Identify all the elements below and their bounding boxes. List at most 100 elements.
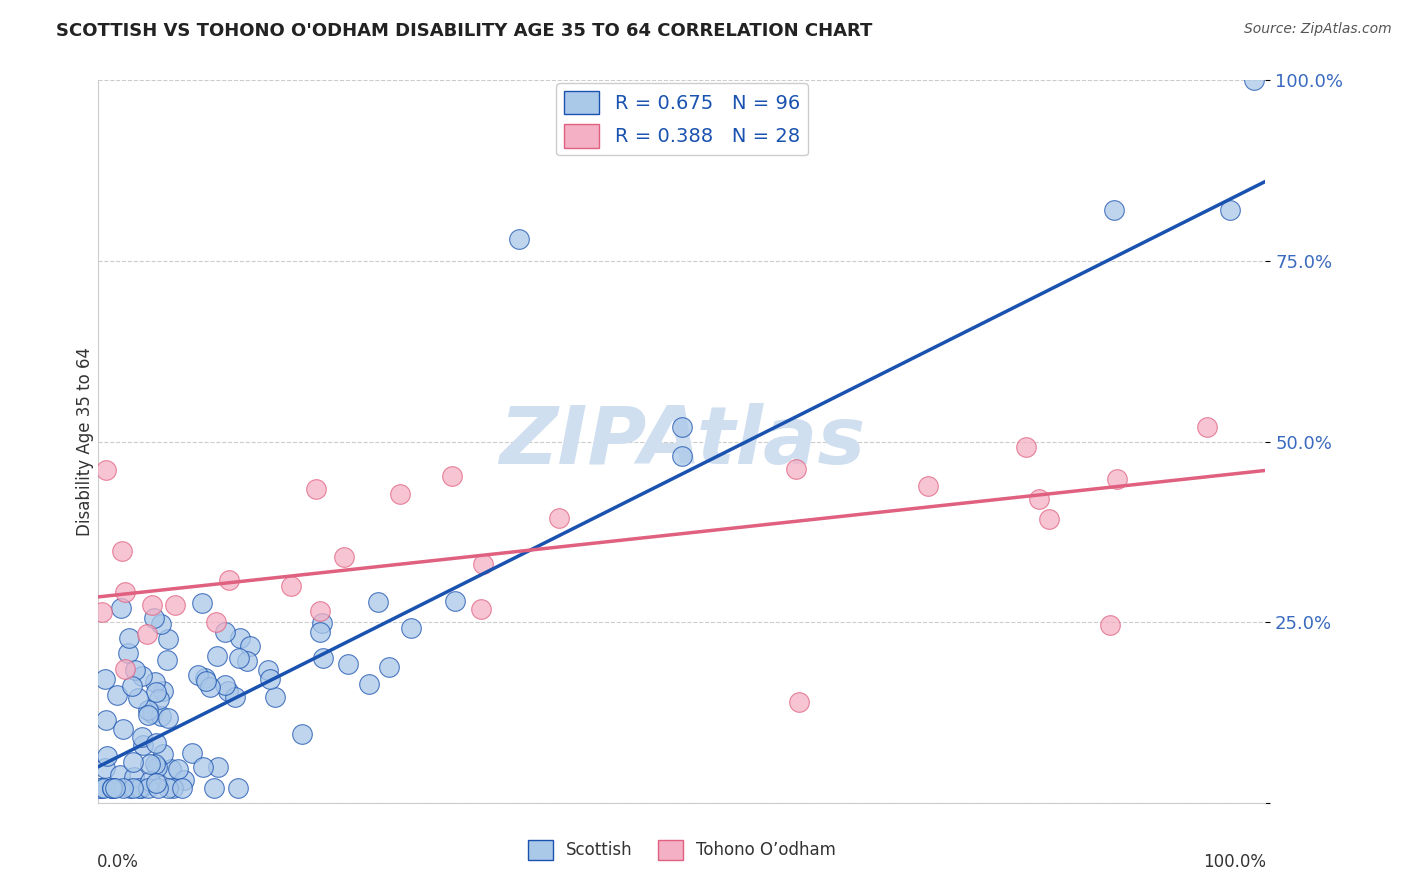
Point [121,679,143,693]
Text: SCOTTISH VS TOHONO O'ODHAM DISABILITY AGE 35 TO 64 CORRELATION CHART: SCOTTISH VS TOHONO O'ODHAM DISABILITY AG… [56,22,873,40]
Point [671,449,693,463]
Point [100,781,122,796]
Point [94,714,117,728]
Point [547,511,569,525]
Point [108,767,131,781]
Point [388,487,411,501]
Point [145,776,167,790]
Point [508,232,530,246]
Point [401,621,423,635]
Point [143,756,166,771]
Point [333,550,356,565]
Text: 0.0%: 0.0% [97,854,139,871]
Point [1028,491,1050,506]
Point [162,781,184,796]
Point [96,749,118,764]
Point [172,781,194,796]
Y-axis label: Disability Age 35 to 64: Disability Age 35 to 64 [76,347,94,536]
Point [226,781,249,796]
Point [166,762,188,776]
Point [193,760,215,774]
Point [131,730,153,744]
Point [159,762,181,776]
Point [218,573,240,587]
Point [139,757,162,772]
Point [367,595,389,609]
Point [114,585,136,599]
Text: 100.0%: 100.0% [1204,854,1267,871]
Point [135,627,157,641]
Point [110,601,132,615]
Point [124,663,146,677]
Point [173,772,195,787]
Point [90,781,112,796]
Point [671,420,693,434]
Point [156,653,179,667]
Point [111,544,134,558]
Point [104,781,127,796]
Point [304,482,326,496]
Point [100,781,122,796]
Point [309,604,332,618]
Point [202,781,225,796]
Point [141,706,163,720]
Point [1107,473,1129,487]
Point [94,463,117,477]
Point [224,690,246,704]
Point [214,625,236,640]
Point [470,602,492,616]
Point [165,598,187,612]
Point [359,677,381,691]
Point [236,654,259,668]
Point [129,781,152,796]
Point [112,780,135,795]
Point [239,640,262,654]
Point [93,781,115,796]
Point [1243,73,1265,87]
Point [443,593,465,607]
Point [152,747,174,761]
Point [337,657,360,671]
Text: ZIPAtlas: ZIPAtlas [499,402,865,481]
Point [127,690,149,705]
Point [145,685,167,699]
Point [263,690,285,704]
Legend: Scottish, Tohono O’odham: Scottish, Tohono O’odham [522,833,842,867]
Text: Source: ZipAtlas.com: Source: ZipAtlas.com [1244,22,1392,37]
Point [141,598,163,612]
Point [138,774,160,789]
Point [156,711,179,725]
Point [138,707,160,722]
Point [146,781,169,796]
Point [259,673,281,687]
Point [1102,203,1125,218]
Point [787,695,810,709]
Point [94,672,117,686]
Point [1038,512,1060,526]
Point [205,649,228,664]
Point [120,781,142,796]
Point [1099,617,1122,632]
Point [132,738,155,752]
Point [150,708,173,723]
Point [89,781,111,796]
Point [217,684,239,698]
Point [143,675,166,690]
Point [122,770,145,784]
Point [205,615,228,629]
Point [198,680,221,694]
Point [138,781,160,796]
Point [131,669,153,683]
Point [311,615,333,630]
Point [181,747,204,761]
Point [145,736,167,750]
Point [122,781,145,796]
Point [193,671,215,685]
Point [105,688,128,702]
Point [291,727,314,741]
Point [214,678,236,692]
Point [229,631,252,645]
Point [117,631,139,645]
Point [114,662,136,676]
Point [142,611,165,625]
